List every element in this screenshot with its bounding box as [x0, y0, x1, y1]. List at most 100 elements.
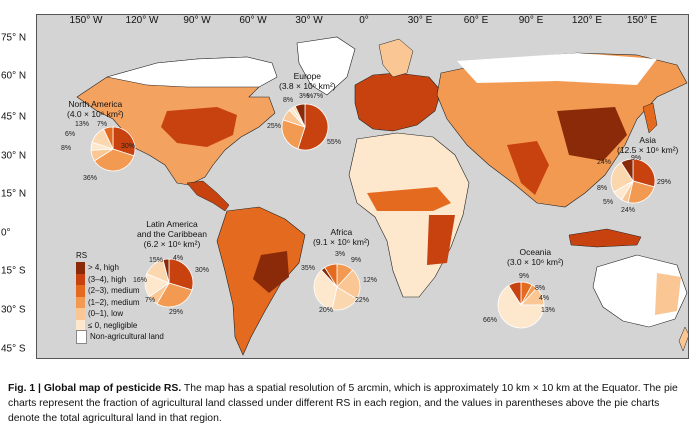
pie-slice [632, 158, 656, 188]
legend-label: (0–1), low [88, 309, 124, 319]
legend-label: (1–2), medium [88, 297, 140, 307]
pie-slice [168, 258, 194, 291]
lon-label: 120° E [571, 15, 603, 26]
pie-pct-label: 8% [61, 145, 72, 152]
legend-item: (1–2), medium [76, 296, 194, 308]
lat-label: 75° N [1, 32, 27, 44]
pie-pct-label: 24% [621, 207, 636, 214]
east-africa [427, 215, 455, 265]
lat-label: 15° N [1, 188, 27, 200]
pie-charts [90, 103, 656, 329]
world-map: 150° W 120° W 90° W 60° W 30° W 0° 30° E… [36, 14, 689, 359]
pie-pct-label: 30% [121, 143, 136, 150]
lon-label: 30° E [407, 15, 433, 26]
legend-item: (2–3), medium [76, 285, 194, 297]
pie-slice [112, 126, 136, 157]
legend-swatch [76, 262, 85, 274]
pie-pct-label: % [307, 93, 314, 100]
pie-pct-label: 55% [327, 139, 342, 146]
pie-pct-label: 25% [267, 123, 282, 130]
legend-label: (2–3), medium [88, 286, 140, 296]
pie-slice [610, 161, 634, 193]
indonesia [568, 228, 642, 248]
pie-pct-label: 12% [363, 277, 378, 284]
lat-label: 30° S [1, 304, 26, 316]
pie-slice [294, 103, 306, 128]
pie-slice [297, 103, 329, 151]
brazil-south [253, 251, 289, 293]
continents [76, 36, 688, 356]
region-area: (9.1 × 10⁶ km²) [313, 237, 370, 247]
legend-item: > 4, high [76, 262, 194, 274]
greenland [296, 36, 356, 96]
pie-slice [324, 263, 338, 289]
pie-pct-label: 36% [83, 175, 98, 182]
lat-label: 45° N [1, 111, 27, 123]
region-label-europe: Europe (3.8 × 10⁶ km²) [279, 71, 336, 91]
legend-rows: > 4, high (3–4), high (2–3), medium (1–2), … [76, 262, 194, 344]
lat-label: 60° N [1, 70, 27, 82]
lat-label: 45° S [1, 343, 26, 355]
legend-item: (3–4), high [76, 273, 194, 285]
region-name-line: and the Caribbean [137, 229, 207, 239]
pie-pct-label: 9% [519, 273, 530, 280]
lon-label: 150° W [69, 15, 103, 26]
pie-slice [93, 148, 135, 172]
map-canvas [76, 36, 688, 356]
north-america-arctic [106, 56, 278, 88]
japan [642, 102, 658, 134]
scandinavia [378, 38, 414, 78]
lon-label: 120° W [125, 15, 159, 26]
lon-label: 90° E [518, 15, 544, 26]
legend-item: ≤ 0, negligible [76, 319, 194, 331]
lat-label: 15° S [1, 265, 26, 277]
legend-swatch [76, 273, 85, 285]
pie-pct-label: 9% [631, 155, 642, 162]
china [557, 107, 627, 161]
india [507, 141, 549, 195]
region-area: (4.0 × 10⁶ km²) [67, 109, 124, 119]
region-name: Oceania [519, 247, 552, 257]
pie-slice [281, 119, 306, 150]
central-america [186, 180, 230, 212]
region-name: North America [68, 99, 123, 109]
pie-pct-label: 66% [483, 317, 498, 324]
lon-label: 60° E [463, 15, 489, 26]
figure-caption: Fig. 1 | Global map of pesticide RS. The… [8, 381, 692, 426]
pie-pct-label: 5% [603, 199, 614, 206]
caption-text: The map has a spatial resolution of 5 ar… [8, 383, 678, 424]
pie-pct-label: 3% [299, 93, 310, 100]
pie-pct-label: 16% [133, 277, 148, 284]
pie-pct-label: 8% [597, 185, 608, 192]
pie-pct-label: 3% [335, 251, 346, 258]
pie-slice [627, 180, 655, 204]
asia-landmass [436, 52, 688, 208]
legend-title: RS [76, 251, 88, 260]
pie-pct-label: 13% [75, 121, 90, 128]
region-area: (3.8 × 10⁶ km²) [279, 81, 336, 91]
legend-item: Non-agricultural land [76, 330, 194, 344]
legend: RS > 4, high (3–4), high (2–3), medium (1–2… [76, 251, 194, 344]
pie-pct-label: 7% [313, 93, 324, 100]
legend-label: Non-agricultural land [90, 332, 164, 342]
pie-pct-label: 29% [657, 179, 672, 186]
australia-east [655, 273, 681, 315]
region-area: (12.5 × 10⁶ km²) [617, 145, 679, 155]
lat-label: 0° [1, 227, 11, 239]
pie-slice [313, 269, 338, 310]
region-name-line: Latin America [146, 219, 198, 229]
pie-pct-label: 4% [539, 295, 550, 302]
europe-landmass [354, 72, 442, 132]
pie-pct-label: 6% [65, 131, 76, 138]
pie-slice [103, 126, 114, 150]
region-label-latin-america: Latin America and the Caribbean (6.2 × 1… [137, 219, 207, 249]
lon-label: 0° [359, 15, 369, 26]
region-label-oceania: Oceania (3.0 × 10⁶ km²) [507, 247, 564, 267]
region-area: (6.2 × 10⁶ km²) [143, 239, 201, 249]
region-label-asia: Asia (12.5 × 10⁶ km²) [617, 135, 678, 155]
pie-pct-label: 7% [97, 121, 108, 128]
legend-label: (3–4), high [88, 274, 127, 284]
caption-bold: Fig. 1 | Global map of pesticide RS. [8, 383, 182, 394]
pie-pct-label: 15% [149, 257, 164, 264]
